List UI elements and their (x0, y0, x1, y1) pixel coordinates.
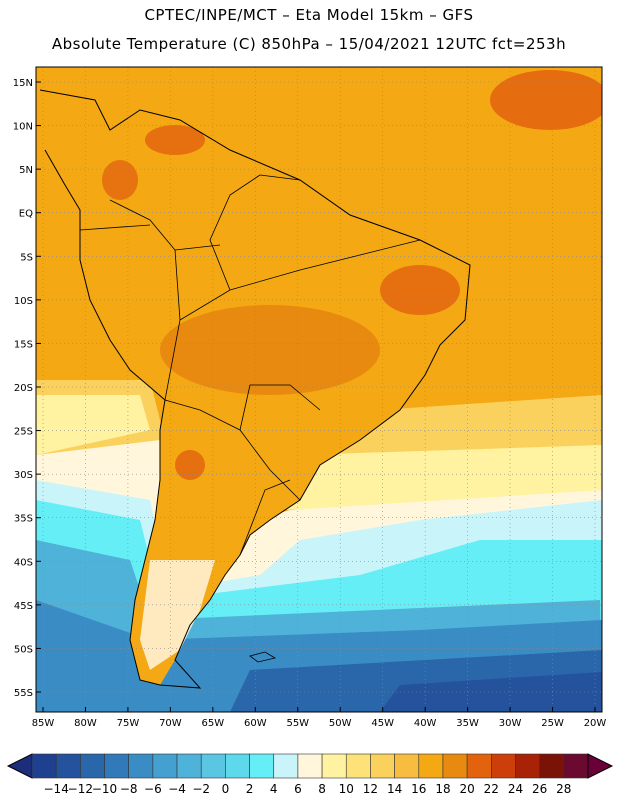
lon-label: 80W (74, 718, 97, 729)
lat-label: 5N (19, 165, 33, 176)
colorbar-swatch (152, 753, 178, 779)
lon-label: 75W (117, 718, 140, 729)
lat-label: 35S (14, 514, 33, 525)
colorbar-swatch (515, 753, 540, 779)
colorbar-label: 22 (484, 782, 499, 796)
chart-title-line2: Absolute Temperature (C) 850hPa – 15/04/… (51, 35, 567, 53)
hotspot-venezuela (145, 125, 205, 155)
lat-label: 10S (14, 296, 33, 307)
lon-label: 65W (202, 718, 225, 729)
lon-label: 60W (244, 718, 267, 729)
colorbar-swatch (466, 753, 492, 779)
colorbar-label: −2 (192, 782, 210, 796)
colorbar-label: 8 (318, 782, 326, 796)
colorbar-swatch (176, 753, 202, 779)
colorbar-label: 14 (387, 782, 402, 796)
lat-label: 15S (14, 339, 33, 350)
colorbar-label: 0 (222, 782, 230, 796)
chart-title-line1: CPTEC/INPE/MCT – Eta Model 15km – GFS (144, 6, 474, 24)
colorbar-label: −8 (120, 782, 138, 796)
colorbar-label: −14 (44, 782, 69, 796)
colorbar-label: −6 (144, 782, 162, 796)
hotspot-atlantic (490, 70, 602, 130)
colorbar-label: 2 (246, 782, 254, 796)
map-frame (35, 66, 603, 713)
colorbar-swatch (200, 753, 226, 779)
colorbar-swatch (80, 753, 105, 779)
field-lightyellow-sw (36, 395, 150, 455)
field-blue-darker (380, 672, 602, 712)
hotspot-northeast (380, 265, 460, 315)
lon-label: 20W (584, 718, 607, 729)
colorbar-swatch (563, 753, 589, 779)
colorbar-swatch (418, 753, 444, 779)
colorbar-label: 18 (435, 782, 450, 796)
lat-label: 10N (13, 122, 33, 133)
colorbar-label: 16 (411, 782, 426, 796)
colorbar-swatch (225, 753, 250, 779)
lon-label: 35W (456, 718, 479, 729)
lat-label: 55S (14, 688, 33, 699)
colorbar-swatch (31, 753, 57, 779)
colorbar-swatch (128, 753, 154, 779)
colorbar-label: 12 (363, 782, 378, 796)
colorbar-label: 6 (294, 782, 302, 796)
coastline (39, 89, 471, 689)
colorbar-high-arrow (587, 753, 614, 779)
colorbar-label: 20 (459, 782, 474, 796)
country-borders (79, 174, 421, 556)
lon-label: 70W (159, 718, 182, 729)
colorbar-swatch (491, 753, 516, 779)
lon-label: 40W (414, 718, 437, 729)
colorbar-swatch (321, 753, 347, 779)
hotspot-central (160, 305, 380, 395)
colorbar-label: 10 (339, 782, 354, 796)
field-lightyellow-east (280, 445, 602, 510)
colorbar-label: 4 (270, 782, 278, 796)
longitude-labels: 85W 80W 75W 70W 65W 60W 55W 50W 45W 40W 35W 30W 25W 2… (32, 707, 607, 729)
lat-label: 45S (14, 601, 33, 612)
lon-label: 45W (371, 718, 394, 729)
lat-label: 25S (14, 427, 33, 438)
lat-label: EQ (19, 209, 33, 220)
field-patagonia (140, 560, 215, 670)
hotspot-chaco (175, 450, 205, 480)
lat-label: 40S (14, 557, 33, 568)
colorbar-swatch (345, 753, 371, 779)
latitude-labels: 15N 10N 5N EQ 5S 10S 15S 20S 25S 30S 35S 40S 45S 50S 5… (13, 78, 41, 699)
lon-label: 55W (286, 718, 309, 729)
colorbar-swatch (273, 753, 299, 779)
lon-label: 25W (541, 718, 564, 729)
colorbar-swatch (539, 753, 565, 779)
colorbar-swatch (55, 753, 81, 779)
colorbar-label: −4 (168, 782, 186, 796)
colorbar-low-arrow (6, 753, 33, 779)
colorbar-label: 26 (532, 782, 547, 796)
lon-label: 50W (329, 718, 352, 729)
colorbar-swatch (394, 753, 420, 779)
temperature-field (36, 67, 602, 712)
falkland-islands (249, 651, 277, 663)
colorbar-label: −12 (68, 782, 93, 796)
colorbar-label: 24 (508, 782, 523, 796)
lat-label: 50S (14, 644, 33, 655)
colorbar-swatch (370, 753, 395, 779)
hotspot-colombia (102, 160, 138, 200)
colorbar: −14−12−10 −8 −6 −4 −2 0 2 4 6 8 10 12 14 16 18 20 22 24 26… (6, 753, 614, 796)
colorbar-label: −10 (92, 782, 117, 796)
lat-label: 15N (13, 78, 33, 89)
lon-label: 85W (32, 718, 55, 729)
colorbar-label: 28 (556, 782, 571, 796)
colorbar-swatch (104, 753, 129, 779)
lat-label: 30S (14, 470, 33, 481)
lon-label: 30W (499, 718, 522, 729)
colorbar-swatch (442, 753, 468, 779)
colorbar-swatch (249, 753, 275, 779)
lat-label: 5S (20, 252, 33, 263)
colorbar-swatch (297, 753, 323, 779)
lat-label: 20S (14, 383, 33, 394)
